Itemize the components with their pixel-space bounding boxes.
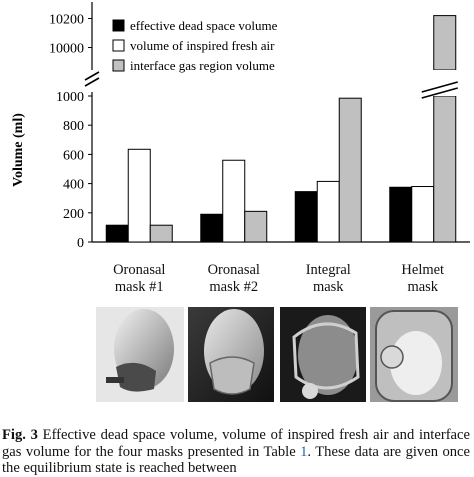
y-tick-label: 1000	[56, 90, 84, 105]
bar	[222, 159, 246, 243]
x-tick-label: Helmet mask	[401, 262, 445, 295]
chart-legend: effective dead space volume volume of ins…	[112, 18, 278, 73]
legend-label: effective dead space volume	[130, 18, 278, 33]
legend-swatch	[112, 39, 125, 52]
bar	[433, 95, 457, 243]
x-tick-label: Oronasal mask #1	[113, 262, 166, 295]
bar-break-mark	[421, 87, 458, 99]
figure-caption: Fig. 3 Effective dead space volume, volu…	[2, 427, 470, 477]
axis-break-mark	[84, 77, 100, 87]
bar	[338, 97, 362, 243]
bar	[433, 15, 457, 71]
bar	[411, 186, 435, 243]
y-tick-label: 0	[77, 236, 84, 251]
chart-bars	[105, 15, 458, 243]
legend-swatch	[112, 59, 125, 72]
bar	[294, 191, 318, 243]
y-tick-label: 10000	[49, 42, 84, 57]
y-tick-label: 400	[63, 178, 84, 193]
bar	[389, 186, 413, 243]
legend-label: interface gas region volume	[130, 58, 275, 73]
bar	[244, 210, 268, 243]
bar-chart: 0 200 400 600 800 1000 10000 10200 effective de…	[11, 2, 470, 251]
legend-swatch	[112, 19, 125, 32]
y-tick-label: 800	[63, 119, 84, 134]
axis-break-mark	[84, 71, 100, 81]
x-tick-label: Integral mask	[305, 262, 351, 295]
table-reference-link[interactable]: 1	[300, 443, 308, 460]
bar	[316, 180, 340, 243]
bar	[200, 213, 224, 243]
y-axis-label: Volume (ml)	[11, 113, 26, 187]
legend-label: volume of inspired fresh air	[130, 38, 275, 53]
photo-oronasal-mask-1	[96, 307, 184, 402]
photo-helmet-mask	[370, 307, 458, 402]
bar	[149, 224, 173, 243]
bar	[105, 224, 129, 243]
photo-oronasal-mask-2	[188, 307, 274, 402]
bar-break-mark	[421, 81, 458, 93]
y-tick-label: 10200	[49, 13, 84, 28]
caption-text-b: . These data are given once the equilibr…	[2, 443, 470, 477]
x-tick-label: Oronasal mask #2	[207, 262, 260, 295]
y-tick-label: 600	[63, 148, 84, 163]
caption-text-a: Effective dead space volume, volume of i…	[2, 427, 470, 460]
y-tick-label: 200	[63, 207, 84, 222]
photo-integral-mask	[280, 307, 366, 402]
bar	[127, 148, 151, 243]
figure-number: Fig. 3	[2, 427, 38, 443]
